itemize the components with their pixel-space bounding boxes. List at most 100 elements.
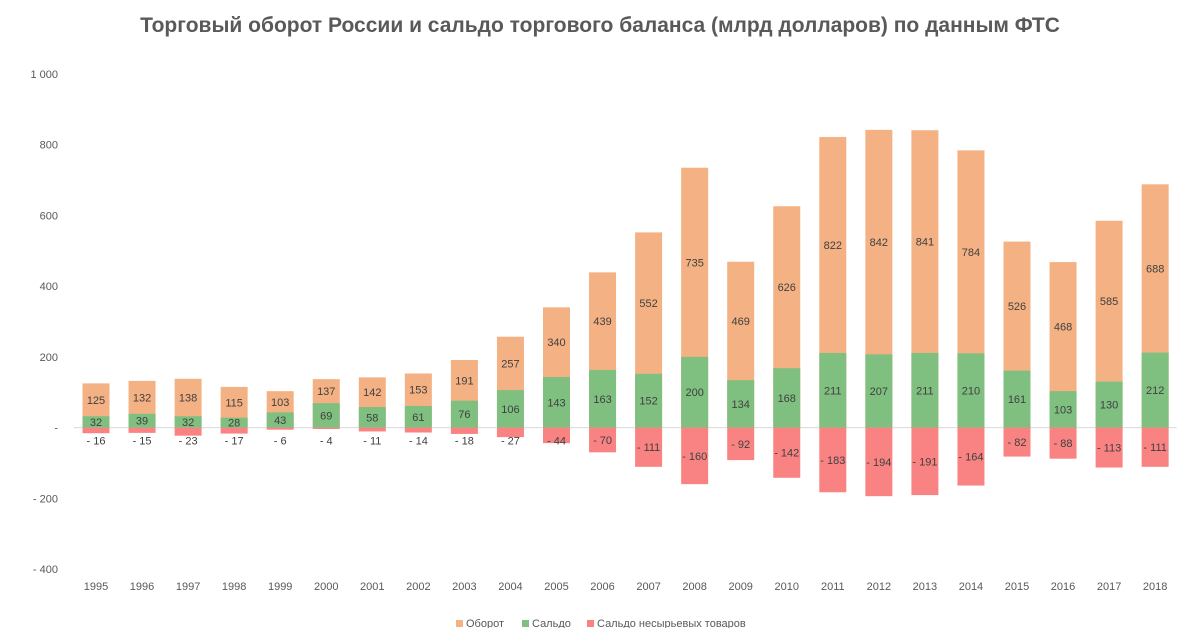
data-label-oborot: 552 xyxy=(639,298,657,310)
bar-saldo-nesyrevyh xyxy=(773,427,801,478)
bar-saldo xyxy=(450,400,478,428)
bar-saldo-nesyrevyh xyxy=(865,427,893,497)
data-label-saldo-nesyrevyh: - 44 xyxy=(547,436,566,448)
data-label-saldo-nesyrevyh: - 111 xyxy=(1143,442,1166,454)
bar-saldo-nesyrevyh xyxy=(1095,427,1123,468)
y-tick-label: - xyxy=(54,423,58,435)
data-label-oborot: 842 xyxy=(870,237,888,249)
data-label-oborot: 784 xyxy=(962,247,980,259)
bar-saldo-nesyrevyh xyxy=(1049,427,1077,459)
data-label-oborot: 688 xyxy=(1146,263,1164,275)
y-tick-label: - 200 xyxy=(33,493,58,505)
data-label-oborot: 257 xyxy=(501,358,519,370)
data-label-saldo: 152 xyxy=(639,396,657,408)
legend-label: Сальдо xyxy=(532,618,571,628)
bar-saldo xyxy=(358,407,386,428)
x-tick-label: 2014 xyxy=(959,581,983,593)
data-label-saldo-nesyrevyh: - 14 xyxy=(409,436,428,448)
bar-saldo xyxy=(1049,391,1077,428)
data-label-saldo: 106 xyxy=(501,404,519,416)
bar-saldo xyxy=(681,356,709,428)
data-label-saldo-nesyrevyh: - 23 xyxy=(179,436,198,448)
x-tick-label: 2016 xyxy=(1051,581,1075,593)
y-tick-label: 200 xyxy=(40,352,58,364)
data-label-oborot: 468 xyxy=(1054,322,1072,334)
x-tick-label: 1996 xyxy=(130,581,154,593)
data-label-oborot: 142 xyxy=(363,387,381,399)
y-tick-label: 600 xyxy=(40,210,58,222)
data-labels: 125 32 - 16 132 39 - 15 138 32 - 23 115 28 - 17 103 4… xyxy=(87,237,1167,469)
data-label-saldo-nesyrevyh: - 164 xyxy=(958,452,983,464)
bar-saldo xyxy=(404,406,432,428)
bar-saldo-nesyrevyh xyxy=(404,427,432,433)
data-label-saldo-nesyrevyh: - 11 xyxy=(363,436,381,448)
bar-saldo xyxy=(82,416,110,428)
data-label-oborot: 125 xyxy=(87,395,105,407)
bar-saldo-nesyrevyh xyxy=(312,427,340,429)
legend-swatch xyxy=(522,620,529,627)
bar-saldo-nesyrevyh xyxy=(819,427,847,493)
data-label-oborot: 137 xyxy=(317,386,335,398)
data-label-saldo: 69 xyxy=(320,410,332,422)
data-label-saldo-nesyrevyh: - 27 xyxy=(501,436,520,448)
data-label-saldo: 58 xyxy=(366,412,378,424)
data-label-oborot: 138 xyxy=(179,393,197,405)
data-label-saldo: 103 xyxy=(1054,404,1072,416)
data-label-oborot: 340 xyxy=(547,337,565,349)
data-label-saldo: 161 xyxy=(1008,394,1026,406)
data-label-oborot: 103 xyxy=(271,397,289,409)
x-tick-label: 1997 xyxy=(176,581,200,593)
bar-saldo-nesyrevyh xyxy=(450,427,478,434)
x-tick-label: 2012 xyxy=(867,581,891,593)
legend-swatch xyxy=(587,620,594,627)
bar-saldo-nesyrevyh xyxy=(1141,427,1169,467)
bars xyxy=(82,129,1169,497)
data-label-saldo: 210 xyxy=(962,385,980,397)
bar-saldo-nesyrevyh xyxy=(635,427,663,467)
data-label-oborot: 153 xyxy=(409,385,427,397)
bar-saldo xyxy=(819,352,847,428)
x-tick-label: 2011 xyxy=(821,581,845,593)
data-label-saldo-nesyrevyh: - 4 xyxy=(320,436,333,448)
legend-label: Сальдо несырьевых товаров xyxy=(597,618,746,628)
data-label-saldo-nesyrevyh: - 16 xyxy=(87,436,106,448)
bar-saldo xyxy=(543,377,570,428)
data-label-saldo: 200 xyxy=(685,387,703,399)
x-tick-label: 2002 xyxy=(406,581,430,593)
legend-label: Оборот xyxy=(466,618,504,628)
data-label-saldo-nesyrevyh: - 82 xyxy=(1008,437,1027,449)
bar-saldo-nesyrevyh xyxy=(911,427,939,496)
data-label-saldo: 130 xyxy=(1100,400,1118,412)
legend: Оборот Сальдо Сальдо несырьевых товаров xyxy=(456,618,746,628)
data-label-saldo: 163 xyxy=(593,394,611,406)
bar-saldo xyxy=(865,354,893,428)
chart-title: Торговый оборот России и сальдо торговог… xyxy=(140,14,1060,37)
bar-saldo-nesyrevyh xyxy=(496,427,524,438)
bar-saldo xyxy=(266,412,294,428)
data-label-saldo: 211 xyxy=(824,385,842,397)
data-label-saldo-nesyrevyh: - 194 xyxy=(866,457,891,469)
data-label-saldo-nesyrevyh: - 113 xyxy=(1097,443,1121,455)
data-label-saldo-nesyrevyh: - 6 xyxy=(274,436,287,448)
bar-saldo xyxy=(312,403,340,428)
x-tick-label: 2005 xyxy=(544,581,568,593)
data-label-saldo-nesyrevyh: - 18 xyxy=(455,436,474,448)
data-label-saldo: 32 xyxy=(90,417,102,429)
y-tick-label: 400 xyxy=(40,281,58,293)
bar-saldo xyxy=(635,373,663,428)
data-label-saldo: 76 xyxy=(458,409,470,421)
bar-saldo xyxy=(773,368,801,428)
data-label-saldo-nesyrevyh: - 15 xyxy=(133,436,152,448)
bar-saldo-nesyrevyh xyxy=(358,427,386,432)
bar-saldo xyxy=(589,369,617,428)
data-label-saldo-nesyrevyh: - 111 xyxy=(637,442,660,454)
x-axis: 1995 1996 1997 1998 1999 2000 2001 2002 2003 2004… xyxy=(84,581,1168,593)
bar-saldo-nesyrevyh xyxy=(957,427,985,486)
x-tick-label: 2003 xyxy=(452,581,476,593)
bar-saldo xyxy=(496,390,524,428)
data-label-saldo: 39 xyxy=(136,416,148,428)
data-label-saldo: 212 xyxy=(1146,385,1164,397)
data-label-saldo: 134 xyxy=(732,399,750,411)
bar-saldo xyxy=(727,380,755,428)
x-tick-label: 2018 xyxy=(1143,581,1167,593)
